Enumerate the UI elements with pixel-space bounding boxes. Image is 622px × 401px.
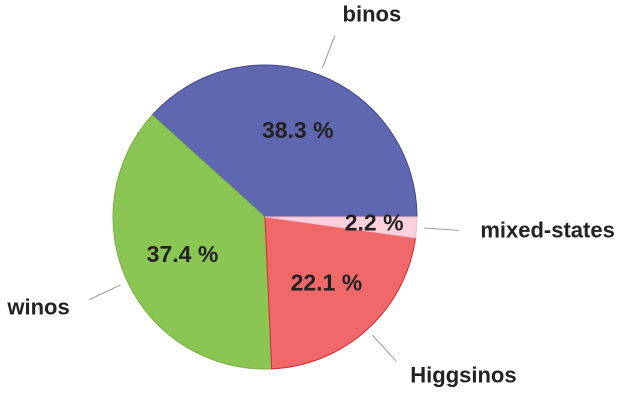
slice-label: mixed-states <box>480 218 615 243</box>
leader-line <box>424 227 460 231</box>
value-label: 37.4 % <box>147 241 219 267</box>
pie-slice <box>151 64 418 218</box>
value-label: 22.1 % <box>291 270 363 296</box>
slice-label: winos <box>6 295 69 320</box>
pie-slice <box>264 216 418 239</box>
value-label: 38.3 % <box>262 117 334 143</box>
pie-slice <box>112 114 273 370</box>
slice-label: binos <box>343 1 402 26</box>
leader-line <box>372 334 397 362</box>
pie-slice <box>264 216 417 370</box>
value-label: 2.2 % <box>345 210 404 236</box>
slice-label: Higgsinos <box>410 362 516 387</box>
leader-line <box>321 35 336 69</box>
leader-line <box>88 284 121 301</box>
